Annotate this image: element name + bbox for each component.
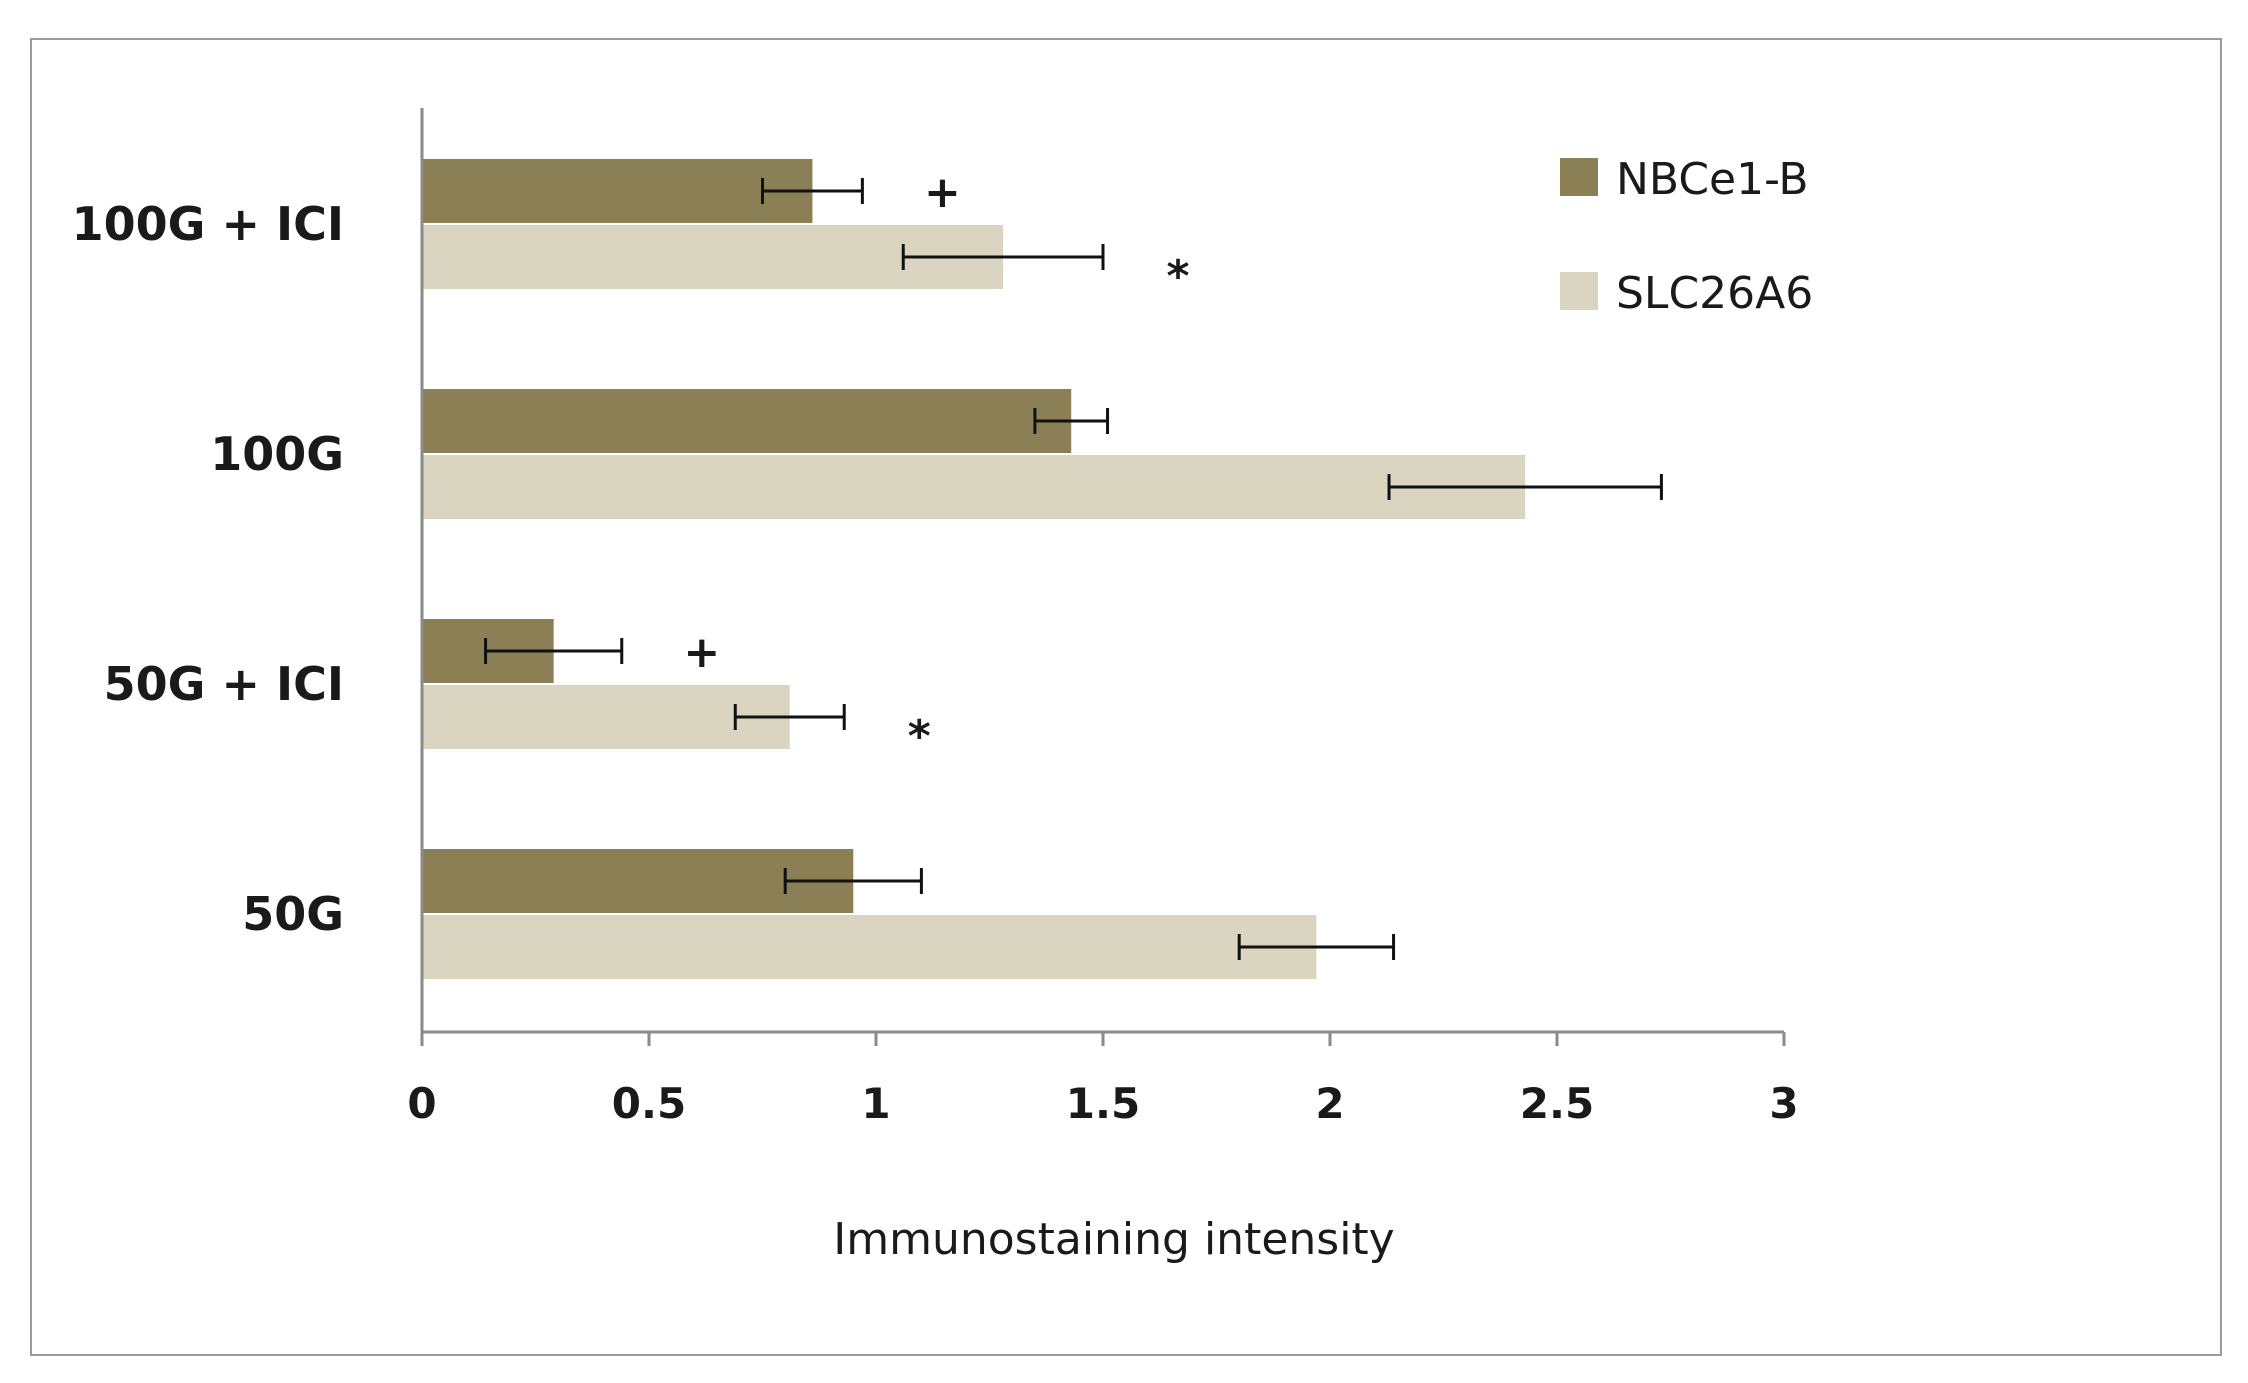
significance-marker-nbce1-b-2: + [683,627,720,678]
legend: NBCe1-B SLC26A6 [1560,154,1813,319]
chart-frame: + * 100G + ICI 100G + * 50G + ICI 50G 0 0.5 1 1.5 2 2… [30,38,2222,1356]
x-tick-label-4: 2 [1315,1079,1344,1128]
x-tick-label-1: 0.5 [612,1079,686,1128]
significance-marker-slc26a6-2: * [908,711,931,762]
bar-slc26a6-1 [422,455,1526,519]
category-label-0: 100G + ICI [72,197,344,251]
bar-slc26a6-2 [422,685,790,749]
error-bars-layer [484,178,1663,960]
category-label-1: 100G [210,427,344,481]
x-tick-label-5: 2.5 [1520,1079,1594,1128]
category-label-3: 50G [242,887,344,941]
x-tick-label-0: 0 [407,1079,436,1128]
bars-layer [422,159,1526,979]
significance-marker-slc26a6-0: * [1166,251,1189,302]
bar-nbce1-b-3 [422,849,854,913]
bar-slc26a6-3 [422,915,1317,979]
legend-swatch-slc26a6 [1560,272,1598,310]
bar-chart: + * 100G + ICI 100G + * 50G + ICI 50G 0 0.5 1 1.5 2 2… [72,108,1813,1265]
significance-marker-nbce1-b-0: + [924,167,961,218]
legend-label-slc26a6: SLC26A6 [1616,268,1813,319]
x-tick-label-3: 1.5 [1066,1079,1140,1128]
x-tick-label-2: 1 [861,1079,890,1128]
labels-layer: + * 100G + ICI 100G + * 50G + ICI 50G 0 0.5 1 1.5 2 2… [72,167,1799,1128]
category-label-2: 50G + ICI [104,657,344,711]
x-tick-label-6: 3 [1769,1079,1798,1128]
bar-nbce1-b-1 [422,389,1072,453]
legend-label-nbce1-b: NBCe1-B [1616,154,1809,205]
bar-nbce1-b-0 [422,159,813,223]
legend-swatch-nbce1-b [1560,158,1598,196]
axis-layer [420,108,1786,1046]
x-axis-title: Immunostaining intensity [833,1214,1394,1265]
